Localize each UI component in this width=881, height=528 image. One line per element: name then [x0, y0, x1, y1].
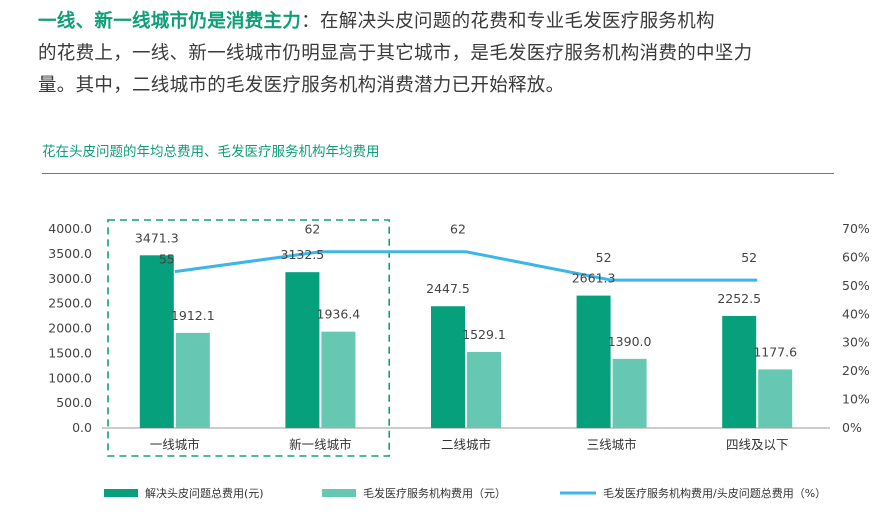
bar-total-cost — [722, 315, 757, 428]
y-right-tick-label: 60% — [842, 249, 870, 264]
y-right-tick-label: 10% — [842, 392, 870, 407]
bar-clinic-cost — [321, 331, 356, 428]
intro-highlight: 一线、新一线城市仍是消费主力 — [38, 11, 302, 32]
legend-label-clinic-cost: 毛发医疗服务机构费用（元） — [363, 486, 506, 500]
data-label-clinic-cost: 1177.6 — [753, 344, 797, 359]
bar-clinic-cost — [467, 351, 501, 428]
data-label-clinic-cost: 1912.1 — [171, 308, 215, 323]
intro-text-line2: 的花费上，一线、新一线城市仍明显高于其它城市，是毛发医疗服务机构消费的中坚力 — [38, 43, 753, 64]
data-label-total-cost: 2661.3 — [572, 271, 616, 286]
data-label-total-cost: 3471.3 — [135, 230, 179, 245]
y-right-tick-label: 70% — [842, 221, 870, 236]
y-left-tick-label: 3000.0 — [48, 271, 92, 286]
data-label-ratio: 62 — [450, 222, 466, 237]
data-label-ratio: 52 — [741, 250, 757, 265]
title-divider — [42, 173, 834, 174]
data-label-clinic-cost: 1529.1 — [462, 327, 506, 342]
y-left-tick-label: 0.0 — [72, 420, 92, 435]
data-label-total-cost: 2252.5 — [717, 291, 761, 306]
y-left-tick-label: 1000.0 — [48, 370, 92, 385]
x-tick-label: 一线城市 — [150, 437, 200, 452]
ratio-line — [174, 250, 758, 282]
y-right-tick-label: 0% — [842, 420, 862, 435]
bar-total-cost — [139, 255, 174, 428]
y-left-tick-label: 4000.0 — [48, 221, 92, 236]
intro-text-line3: 量。其中，二线城市的毛发医疗服务机构消费潜力已开始释放。 — [38, 75, 565, 96]
bar-total-cost — [576, 295, 611, 428]
legend-swatch-total-cost — [104, 489, 138, 497]
data-label-total-cost: 3132.5 — [281, 247, 325, 262]
bar-clinic-cost — [612, 358, 647, 428]
data-label-ratio: 52 — [596, 250, 612, 265]
data-label-ratio: 55 — [159, 252, 175, 267]
data-label-clinic-cost: 1936.4 — [317, 307, 361, 322]
bar-clinic-cost — [175, 332, 210, 428]
y-left-tick-label: 500.0 — [56, 395, 92, 410]
intro-text-line1: ：在解决头皮问题的花费和专业毛发医疗服务机构 — [301, 11, 715, 32]
y-right-tick-label: 40% — [842, 306, 870, 321]
x-tick-label: 新一线城市 — [289, 437, 352, 452]
legend-swatch-clinic-cost — [322, 489, 356, 497]
x-tick-label: 二线城市 — [441, 437, 491, 452]
bar-total-cost — [431, 306, 465, 428]
bar-total-cost — [285, 272, 320, 428]
data-label-total-cost: 2447.5 — [426, 281, 470, 296]
y-left-tick-label: 2000.0 — [48, 321, 92, 336]
y-left-tick-label: 1500.0 — [48, 345, 92, 360]
y-left-tick-label: 3500.0 — [48, 246, 92, 261]
legend-label-total-cost: 解决头皮问题总费用(元) — [145, 486, 264, 500]
intro-paragraph: 一线、新一线城市仍是消费主力：在解决头皮问题的花费和专业毛发医疗服务机构 的花费… — [38, 6, 868, 102]
x-tick-label: 三线城市 — [587, 437, 637, 452]
data-label-ratio: 62 — [304, 222, 320, 237]
y-right-tick-label: 50% — [842, 278, 870, 293]
bar-clinic-cost — [758, 369, 793, 428]
y-left-tick-label: 2500.0 — [48, 296, 92, 311]
y-right-tick-label: 20% — [842, 363, 870, 378]
chart-title: 花在头皮问题的年均总费用、毛发医疗服务机构年均费用 — [42, 144, 380, 160]
data-label-clinic-cost: 1390.0 — [608, 334, 652, 349]
x-tick-label: 四线及以下 — [726, 437, 789, 452]
legend-label-ratio: 毛发医疗服务机构费用/头皮问题总费用（%） — [603, 486, 826, 500]
y-right-tick-label: 30% — [842, 335, 870, 350]
highlight-box — [107, 219, 391, 457]
